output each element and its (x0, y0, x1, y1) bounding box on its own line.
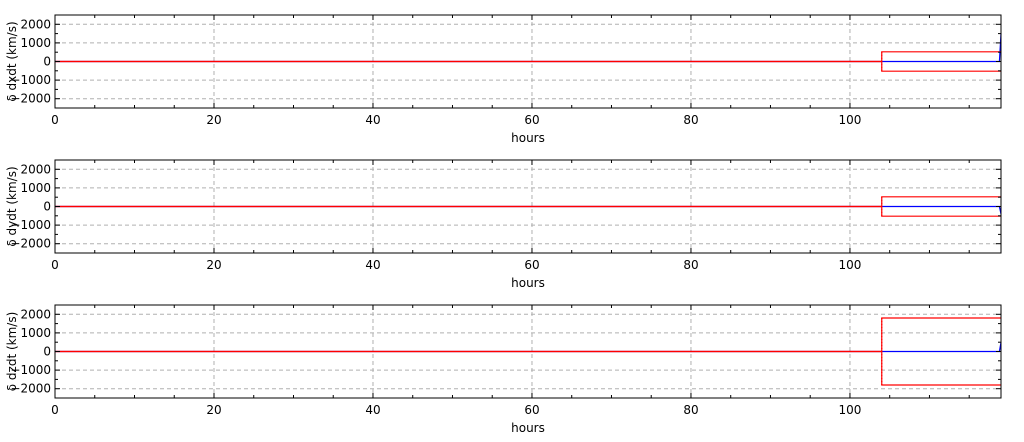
y-tick-label: 1000 (20, 181, 51, 195)
x-tick-label: 0 (51, 403, 59, 417)
series-sigma-lower (55, 60, 1001, 72)
x-tick-label: 40 (365, 258, 380, 272)
x-axis-label: hours (511, 131, 545, 145)
y-axis-label: δ dydt (km/s) (5, 166, 19, 246)
y-tick-label: −1000 (10, 363, 51, 377)
chart-panel-1: 0 20 40 60 80 100 −2000 −1000 0 1000 2000 hours δ dx… (5, 14, 1002, 145)
series-sigma-lower (55, 350, 1001, 386)
y-tick-label: −2000 (10, 382, 51, 396)
y-axis-label: δ dxdt (km/s) (5, 21, 19, 101)
x-tick-label: 40 (365, 113, 380, 127)
y-tick-label: 0 (43, 200, 51, 214)
x-axis-label: hours (511, 276, 545, 290)
series-delta (55, 33, 1002, 63)
x-tick-label: 100 (839, 258, 862, 272)
x-tick-label: 80 (683, 113, 698, 127)
y-tick-label: −1000 (10, 218, 51, 232)
y-tick-label: 2000 (20, 162, 51, 176)
y-tick-label: −1000 (10, 73, 51, 87)
y-tick-label: 2000 (20, 17, 51, 31)
y-tick-label: −2000 (10, 92, 51, 106)
x-tick-label: 60 (524, 258, 539, 272)
chart-panel-3: 0 20 40 60 80 100 −2000 −1000 0 1000 2000 hours δ dz… (5, 304, 1002, 435)
x-tick-label: 60 (524, 113, 539, 127)
series-delta (55, 205, 1002, 215)
x-tick-label: 20 (206, 113, 221, 127)
x-tick-label: 20 (206, 258, 221, 272)
series-sigma-lower (55, 205, 1001, 217)
y-tick-label: 1000 (20, 36, 51, 50)
x-tick-label: 80 (683, 403, 698, 417)
y-tick-label: 2000 (20, 307, 51, 321)
x-axis-label: hours (511, 421, 545, 435)
x-tick-label: 60 (524, 403, 539, 417)
x-tick-label: 100 (839, 113, 862, 127)
x-tick-label: 20 (206, 403, 221, 417)
x-tick-label: 0 (51, 258, 59, 272)
chart-panel-2: 0 20 40 60 80 100 −2000 −1000 0 1000 2000 hours δ dy… (5, 159, 1002, 290)
series-sigma-upper (55, 51, 1001, 63)
y-tick-label: 1000 (20, 326, 51, 340)
y-tick-label: 0 (43, 345, 51, 359)
x-tick-label: 40 (365, 403, 380, 417)
x-tick-label: 0 (51, 113, 59, 127)
series-delta (55, 342, 1002, 353)
y-tick-label: 0 (43, 55, 51, 69)
series-sigma-upper (55, 317, 1001, 353)
y-tick-label: −2000 (10, 237, 51, 251)
x-tick-label: 100 (839, 403, 862, 417)
x-tick-label: 80 (683, 258, 698, 272)
series-sigma-upper (55, 196, 1001, 208)
y-axis-label: δ dzdt (km/s) (5, 312, 19, 392)
